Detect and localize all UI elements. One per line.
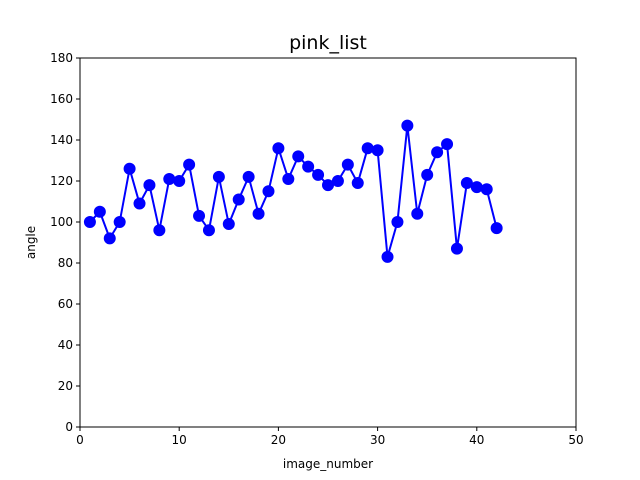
data-point [153,224,166,237]
data-point [143,179,156,192]
data-point [341,158,354,171]
x-tick-label: 30 [370,433,385,447]
x-axis: 0 10 20 30 40 50 [76,427,584,447]
data-point [272,142,285,155]
data-point [381,250,394,263]
data-point [312,168,325,181]
chart-title: pink_list [289,32,367,54]
data-point [302,160,315,173]
data-point [470,181,483,194]
data-point [202,224,215,237]
data-point [480,183,493,196]
data-point [113,216,126,228]
data-point [351,177,364,190]
data-point [391,216,404,228]
data-point [183,158,196,171]
x-tick-label: 10 [172,433,187,447]
x-axis-label: image_number [283,457,373,471]
x-tick-label: 50 [568,433,583,447]
y-tick-label: 60 [58,297,73,311]
data-point [242,170,255,183]
y-axis: 0 20 40 60 80 100 120 140 160 180 [50,51,80,434]
y-axis-label: angle [24,226,38,259]
y-tick-label: 120 [50,174,73,188]
plot-area [79,57,577,428]
data-point [173,175,186,187]
data-point [431,146,444,159]
data-point [83,216,96,228]
y-tick-label: 140 [50,133,73,147]
data-point [401,119,414,132]
x-tick-label: 20 [271,433,286,447]
data-point [93,205,106,218]
data-point [123,162,136,175]
data-point [222,218,235,231]
data-point [421,168,434,181]
data-point [193,209,206,222]
data-point [232,193,245,206]
y-tick-label: 160 [50,92,73,106]
y-tick-label: 180 [50,51,73,65]
data-point [361,142,374,155]
data-point [331,175,344,187]
data-point [441,138,454,151]
y-tick-label: 40 [58,338,73,352]
data-point [133,197,146,210]
data-point [411,207,424,220]
y-tick-label: 0 [65,420,73,434]
data-point [292,150,305,163]
y-tick-label: 20 [58,379,73,393]
x-tick-label: 0 [76,433,84,447]
data-point [103,232,116,245]
data-point [460,177,473,190]
data-point [262,185,275,198]
data-point [282,172,295,185]
data-point [450,242,463,255]
y-tick-label: 100 [50,215,73,229]
data-point [490,222,503,235]
data-point [163,172,176,185]
data-point [322,179,334,192]
y-tick-label: 80 [58,256,73,270]
data-point [371,144,384,157]
data-point [212,170,225,183]
series-layer [83,119,503,263]
x-tick-label: 40 [469,433,484,447]
data-point [252,207,265,220]
series-line [89,124,498,258]
